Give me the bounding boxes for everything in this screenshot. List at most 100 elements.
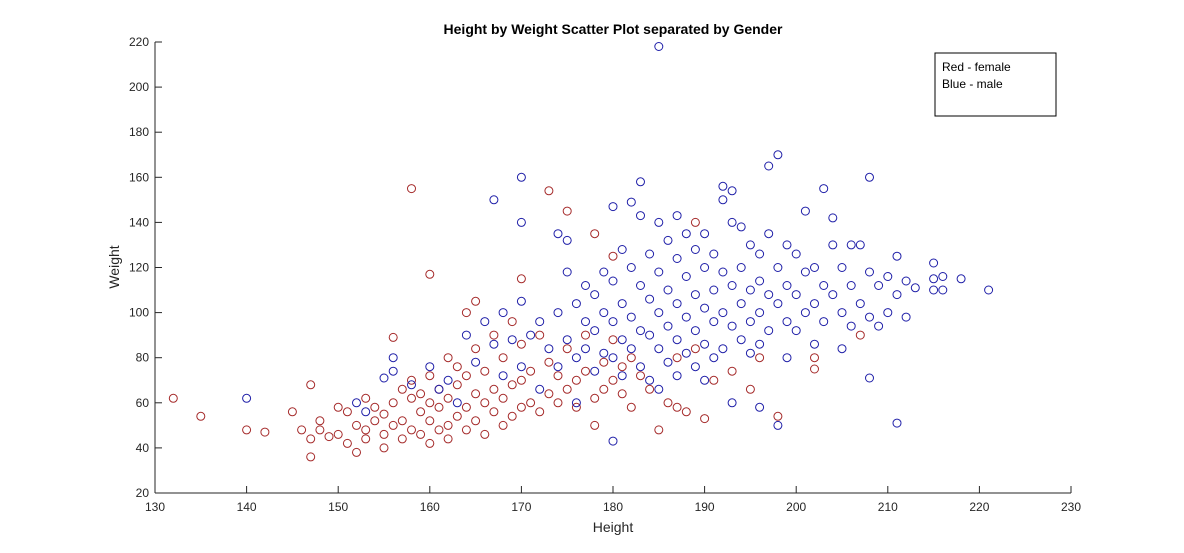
data-point <box>471 344 481 354</box>
data-point <box>397 384 407 394</box>
data-point <box>516 274 526 284</box>
data-point <box>636 281 645 290</box>
data-point <box>452 411 462 421</box>
legend-box <box>934 52 1057 117</box>
data-point <box>727 217 737 227</box>
data-point <box>938 285 948 295</box>
data-point <box>645 249 655 259</box>
data-point <box>562 344 572 354</box>
series-female <box>168 184 865 462</box>
data-point <box>443 375 453 385</box>
data-point <box>370 402 380 412</box>
data-point <box>571 402 581 412</box>
x-tick-label: 200 <box>786 500 806 514</box>
data-point <box>690 326 700 336</box>
data-point <box>461 330 471 340</box>
data-point <box>516 172 526 182</box>
data-point <box>745 240 755 250</box>
data-point <box>654 308 664 318</box>
data-point <box>352 398 361 408</box>
data-point <box>874 281 884 290</box>
data-point <box>553 371 563 381</box>
data-point <box>168 393 178 403</box>
data-point <box>672 211 682 221</box>
data-point <box>709 249 719 259</box>
data-point <box>571 353 581 363</box>
data-point <box>929 258 939 268</box>
data-point <box>434 384 444 394</box>
data-point <box>361 407 371 417</box>
data-point <box>480 366 490 376</box>
y-tick-label: 140 <box>129 215 149 229</box>
data-point <box>736 222 746 232</box>
data-point <box>791 249 801 259</box>
data-point <box>590 326 600 336</box>
data-point <box>590 420 600 430</box>
data-point <box>837 263 847 272</box>
data-point <box>498 353 508 363</box>
data-point <box>645 330 655 340</box>
data-point <box>608 202 618 212</box>
data-point <box>828 213 838 223</box>
data-point <box>516 362 526 372</box>
data-point <box>626 353 636 363</box>
data-point <box>379 443 389 453</box>
x-tick-label: 220 <box>969 500 989 514</box>
data-point <box>636 326 645 336</box>
x-tick-label: 210 <box>878 500 898 514</box>
data-point <box>773 411 783 421</box>
data-point <box>571 398 581 408</box>
data-point <box>425 438 435 448</box>
data-point <box>773 263 783 272</box>
data-point <box>782 353 792 363</box>
data-point <box>581 330 590 340</box>
data-point <box>736 299 746 309</box>
data-point <box>480 398 490 408</box>
data-point <box>755 276 765 286</box>
data-point <box>480 429 490 439</box>
y-tick-label: 100 <box>129 306 149 320</box>
data-point <box>315 416 325 426</box>
data-point <box>855 330 865 340</box>
x-tick-label: 160 <box>420 500 440 514</box>
data-point <box>837 308 847 318</box>
data-point <box>370 416 380 426</box>
data-point <box>718 308 728 318</box>
data-point <box>800 206 810 216</box>
data-point <box>810 339 819 349</box>
data-point <box>782 317 792 327</box>
data-point <box>855 299 865 309</box>
y-tick-label: 120 <box>129 261 149 275</box>
data-point <box>865 267 874 277</box>
data-point <box>690 344 700 354</box>
data-point <box>461 371 471 381</box>
data-point <box>718 344 728 354</box>
data-point <box>892 290 902 300</box>
data-point <box>544 186 554 196</box>
data-point <box>617 335 627 345</box>
data-point <box>892 418 902 428</box>
data-point <box>617 371 627 381</box>
data-point <box>810 263 819 272</box>
data-point <box>461 308 471 318</box>
axes: 130 140 150 160 170 180 190 200 210 220 230 20 40 60 8… <box>129 35 1081 514</box>
data-point <box>617 362 627 372</box>
data-point <box>755 353 765 363</box>
data-point <box>452 380 462 390</box>
data-point <box>700 414 710 424</box>
data-point <box>516 402 526 412</box>
data-point <box>700 229 710 239</box>
data-point <box>407 425 416 435</box>
data-point <box>636 362 645 372</box>
y-tick-label: 220 <box>129 35 149 49</box>
data-point <box>654 425 664 435</box>
x-axis-label: Height <box>593 519 634 535</box>
data-point <box>626 402 636 412</box>
data-point <box>516 217 526 227</box>
data-point <box>379 429 389 439</box>
data-point <box>764 290 774 300</box>
data-point <box>663 321 673 331</box>
data-point <box>654 217 664 227</box>
data-point <box>388 366 398 376</box>
x-tick-label: 190 <box>695 500 715 514</box>
